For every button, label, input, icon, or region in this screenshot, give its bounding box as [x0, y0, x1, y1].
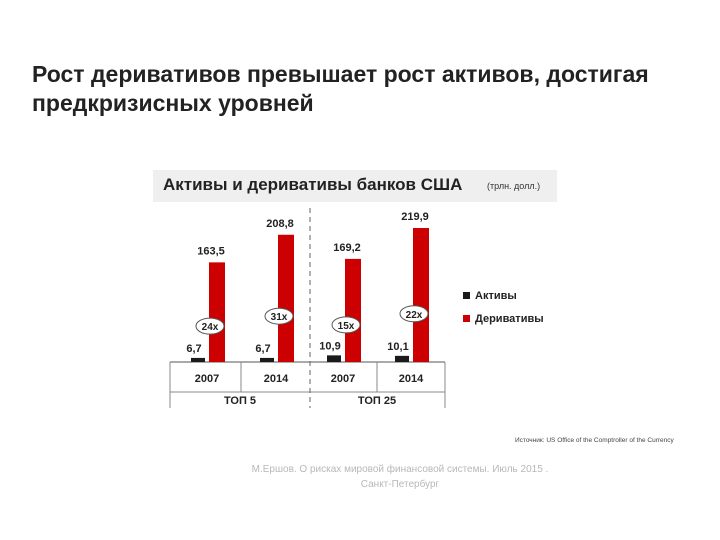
chart-title: Активы и деривативы банков США [163, 175, 463, 194]
x-tick-label: 2007 [195, 373, 219, 385]
slide-title: Рост деривативов превышает рост активов,… [32, 61, 649, 116]
bar-derivatives [413, 228, 429, 362]
source-note: Источник: US Office of the Comptroller o… [515, 437, 674, 444]
footer-citation: М.Ершов. О рисках мировой финансовой сис… [251, 464, 549, 490]
ratio-oval [195, 317, 225, 335]
chart-title-box: Активы и деривативы банков США (трлн. до… [153, 170, 557, 202]
legend-label: Активы [475, 290, 517, 302]
legend-label: Деривативы [475, 313, 544, 325]
ratio-oval [399, 305, 429, 323]
bar-derivatives [345, 258, 361, 362]
data-label-assets: 10,9 [319, 340, 340, 352]
x-tick-label: 2014 [264, 373, 289, 385]
ratio-label: 22x [406, 310, 423, 321]
bar-assets [191, 357, 205, 362]
chart-unit: (трлн. долл.) [487, 181, 541, 191]
data-label-derivatives: 219,9 [401, 211, 429, 223]
group-label: ТОП 25 [358, 395, 396, 407]
x-tick-label: 2014 [399, 373, 424, 385]
data-label-derivatives: 208,8 [266, 218, 294, 230]
bar-derivatives [209, 262, 225, 362]
legend-swatch [463, 315, 470, 322]
data-label-assets: 6,7 [255, 343, 270, 355]
data-label-derivatives: 169,2 [333, 242, 361, 254]
ratio-label: 31x [271, 312, 288, 323]
ratio-label: 15x [338, 321, 355, 332]
bar-assets [260, 357, 274, 362]
data-label-derivatives: 163,5 [197, 245, 225, 257]
bar-assets [395, 355, 409, 362]
bar-derivatives [278, 234, 294, 362]
ratio-label: 24x [202, 322, 219, 333]
x-tick-label: 2007 [331, 373, 355, 385]
data-label-assets: 6,7 [186, 343, 201, 355]
legend-swatch [463, 292, 470, 299]
ratio-oval [264, 307, 294, 325]
ratio-oval [331, 316, 361, 334]
data-label-assets: 10,1 [387, 341, 408, 353]
group-label: ТОП 5 [224, 395, 256, 407]
bar-assets [327, 355, 341, 362]
